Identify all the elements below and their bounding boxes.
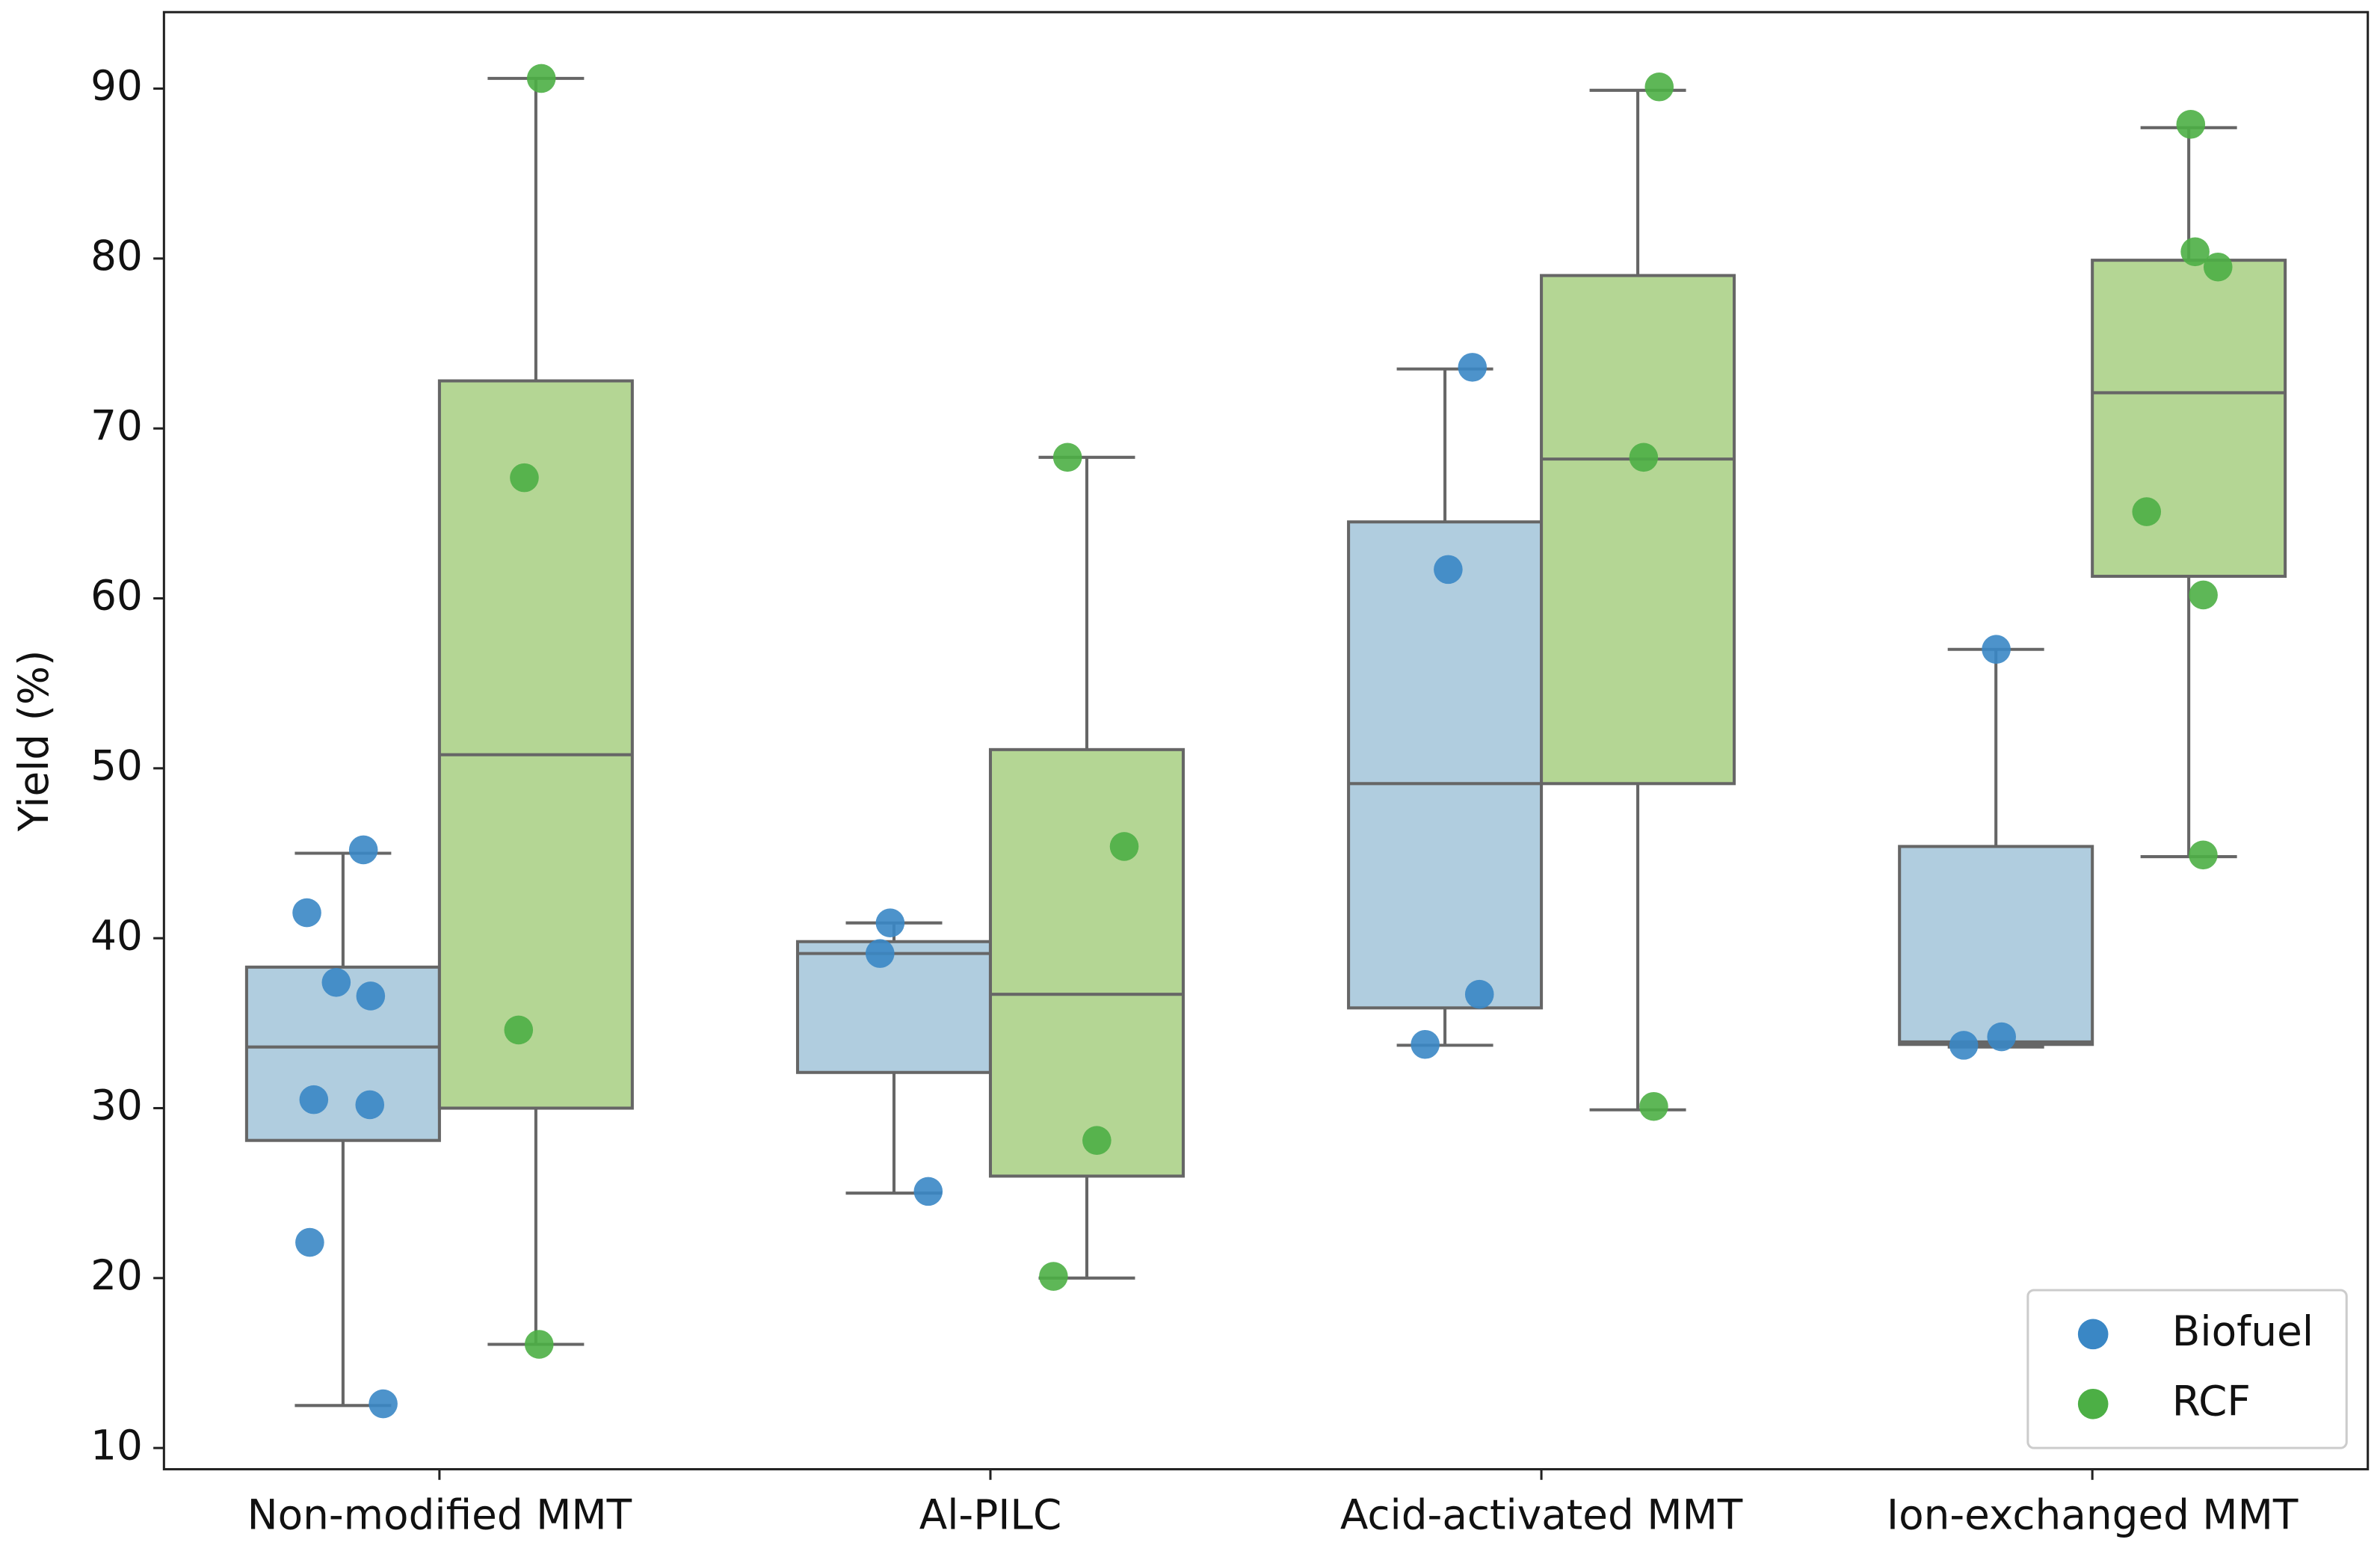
point [2189, 580, 2218, 610]
point [295, 1227, 324, 1257]
y-tick-label: 20 [90, 1251, 143, 1299]
point [348, 835, 378, 865]
box [437, 379, 634, 1110]
point [865, 939, 895, 968]
point [1109, 832, 1139, 861]
point [1982, 635, 2011, 665]
point [1434, 555, 1463, 585]
box [1347, 520, 1544, 1010]
point [2180, 237, 2210, 267]
y-axis-label: Yield (%) [10, 650, 58, 833]
point [1644, 72, 1674, 102]
point [1639, 1091, 1668, 1121]
point [1629, 443, 1659, 472]
point [356, 981, 386, 1011]
point [1987, 1022, 2017, 1052]
point [504, 1015, 534, 1045]
point [1464, 979, 1494, 1009]
box [1540, 274, 1736, 786]
point [1039, 1262, 1068, 1291]
legend-marker [2077, 1388, 2109, 1419]
y-tick-label: 10 [90, 1421, 143, 1469]
point [1949, 1031, 1979, 1060]
box [1898, 845, 2094, 1046]
x-tick-label: Acid-activated MMT [1340, 1491, 1743, 1539]
point [510, 463, 539, 493]
y-tick-label: 80 [90, 232, 143, 280]
box [2091, 259, 2287, 579]
point [299, 1085, 329, 1114]
box [795, 940, 993, 1074]
legend-label: RCF [2172, 1377, 2251, 1425]
x-tick-label: Ion-exchanged MMT [1887, 1491, 2299, 1539]
y-tick-label: 50 [90, 742, 143, 789]
y-tick-label: 60 [90, 572, 143, 620]
box [244, 965, 441, 1142]
plot-frame [162, 10, 2370, 1471]
point [913, 1177, 943, 1206]
point [526, 64, 556, 93]
point [2203, 252, 2233, 282]
legend-marker [2077, 1319, 2109, 1350]
point [355, 1090, 385, 1120]
point [1052, 443, 1082, 472]
point [1411, 1029, 1440, 1059]
point [1082, 1126, 1112, 1155]
y-tick-label: 30 [90, 1082, 143, 1129]
x-tick-label: Non-modified MMT [247, 1491, 632, 1539]
point [2189, 840, 2218, 870]
point [875, 908, 905, 938]
point [321, 967, 351, 997]
y-tick-label: 70 [90, 401, 143, 449]
y-tick-label: 40 [90, 911, 143, 959]
point [524, 1330, 554, 1359]
point [369, 1389, 398, 1419]
y-tick-label: 90 [90, 62, 143, 110]
x-tick-label: Al-PILC [919, 1491, 1062, 1539]
point [2132, 497, 2162, 526]
point [292, 898, 321, 928]
point [2176, 109, 2206, 139]
legend-label: Biofuel [2172, 1307, 2313, 1355]
box [988, 747, 1185, 1178]
point [1458, 353, 1488, 382]
